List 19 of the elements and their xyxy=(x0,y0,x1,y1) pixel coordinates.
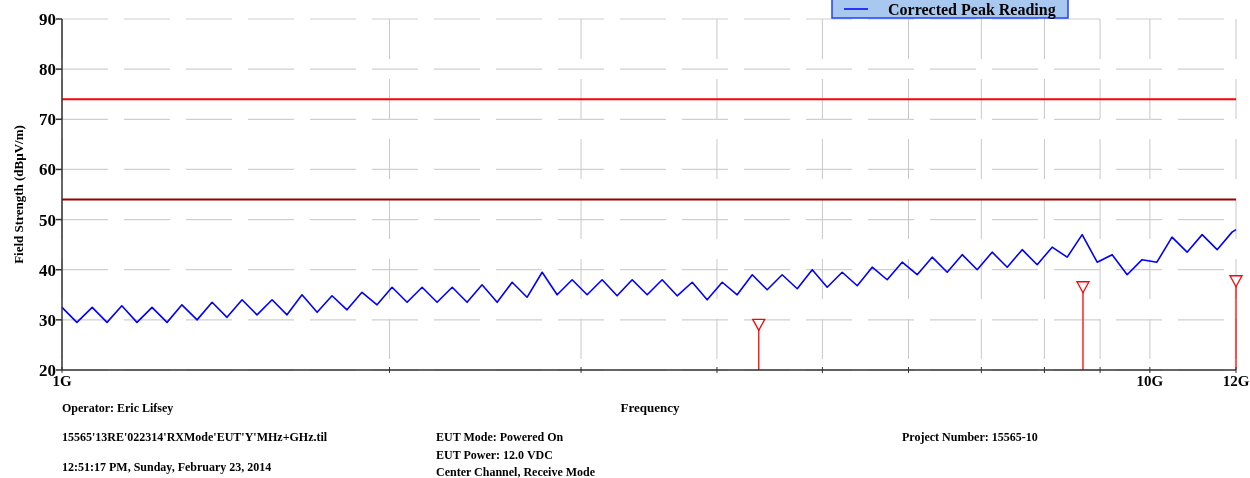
y-tick-label: 80 xyxy=(39,60,56,80)
text: EUT Power: 12.0 VDC xyxy=(436,448,553,462)
y-tick-label: 70 xyxy=(39,110,56,130)
x-axis-title: Frequency xyxy=(620,400,680,415)
y-axis-title: Field Strength (dBµV/m) xyxy=(11,125,26,264)
text: 15565'13RE'022314'RXMode'EUT'Y'MHz+GHz.til xyxy=(62,430,328,444)
y-tick-label: 50 xyxy=(39,210,56,230)
y-tick-label: 90 xyxy=(39,10,56,29)
y-tick-label: 30 xyxy=(39,310,56,330)
x-tick-label: 12G xyxy=(1222,373,1250,389)
y-tick-label: 40 xyxy=(39,260,56,280)
legend-label: Corrected Peak Reading xyxy=(888,1,1056,19)
text: EUT Mode: Powered On xyxy=(436,430,564,444)
y-tick-label: 60 xyxy=(39,160,56,180)
x-tick-label: 10G xyxy=(1136,373,1164,389)
text: Project Number: 15565-10 xyxy=(902,430,1038,444)
text: Center Channel, Receive Mode xyxy=(436,465,596,478)
text: Operator: Eric Lifsey xyxy=(62,401,174,415)
text: 12:51:17 PM, Sunday, February 23, 2014 xyxy=(62,460,272,474)
